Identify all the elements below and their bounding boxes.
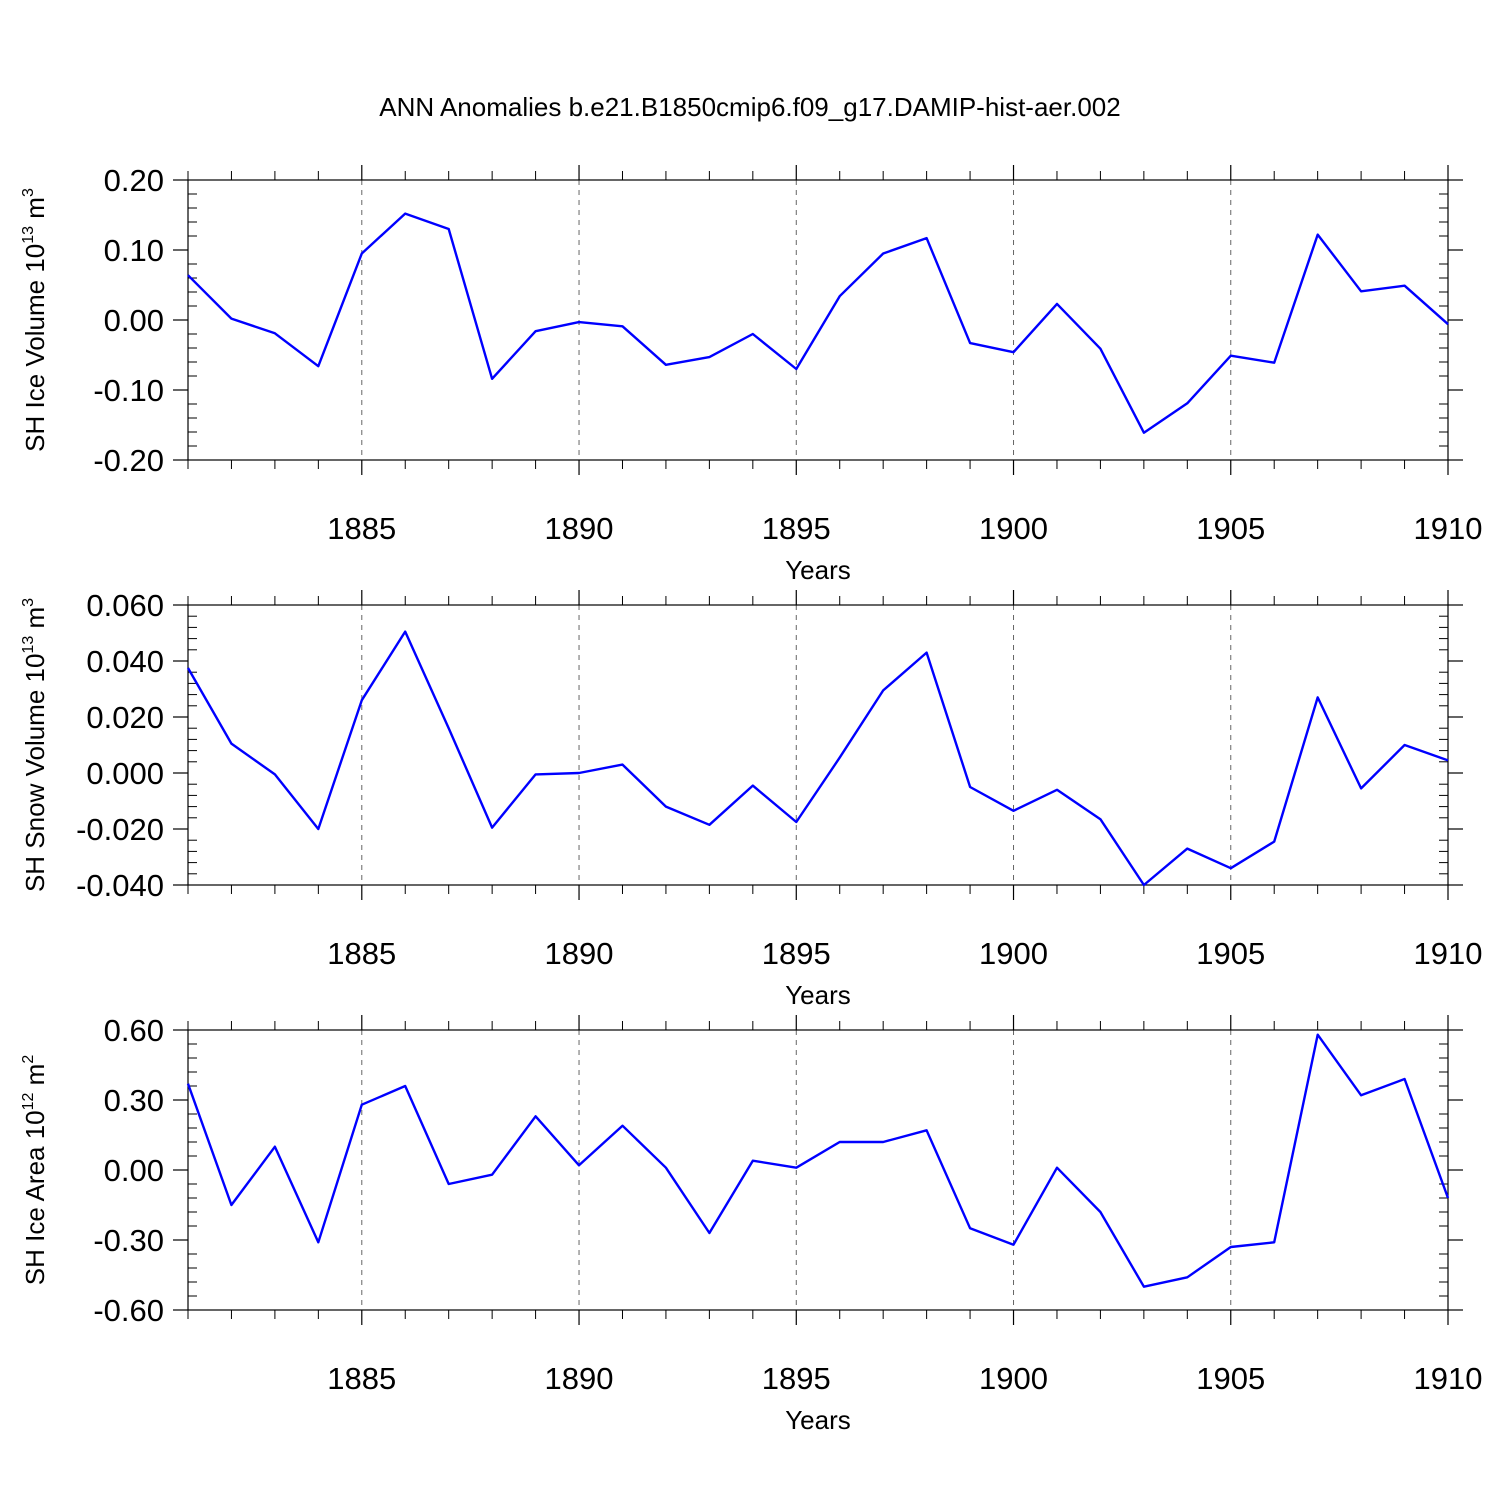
x-tick-label: 1885 [327, 1361, 396, 1396]
y-tick-label: 0.040 [86, 644, 164, 679]
x-tick-label: 1895 [762, 936, 831, 971]
x-tick-label: 1910 [1414, 936, 1483, 971]
panels: 0.20 0.10 0.00 -0.10 -0.20 1885 1890 1895 1900 19… [20, 163, 1482, 1435]
y-tick-label: -0.20 [93, 443, 164, 478]
y-axis-unit-name: m [20, 607, 50, 636]
chart-panel-3: 0.60 0.30 0.00 -0.30 -0.60 1885 1890 1895 1900 19… [20, 1013, 1482, 1435]
x-tick-label: 1895 [762, 511, 831, 546]
x-tick-label: 1905 [1196, 1361, 1265, 1396]
x-tick-label: 1905 [1196, 511, 1265, 546]
plot-frame [187, 1029, 1449, 1311]
x-tick-label: 1905 [1196, 936, 1265, 971]
y-axis-unit-exponent: 13 [20, 226, 37, 244]
y-axis-label-text: SH Ice Volume 10 [20, 244, 50, 452]
y-axis-title: SH Snow Volume 1013 m3 [20, 598, 50, 892]
chart-panel-1: 0.20 0.10 0.00 -0.10 -0.20 1885 1890 1895 1900 19… [20, 163, 1482, 585]
y-tick-label: 0.00 [104, 1153, 164, 1188]
y-axis-unit-power: 2 [20, 1055, 37, 1064]
y-axis-unit-power: 3 [20, 188, 37, 197]
chart-panel-2: 0.060 0.040 0.020 0.000 -0.020 -0.040 1885 1890… [20, 588, 1482, 1010]
x-axis-title: Years [785, 555, 851, 585]
figure-title: ANN Anomalies b.e21.B1850cmip6.f09_g17.D… [379, 92, 1120, 122]
x-tick-label: 1890 [545, 511, 614, 546]
series-line-1 [187, 212, 1449, 434]
y-tick-label: 0.30 [104, 1083, 164, 1118]
y-axis-unit-exponent: 12 [20, 1092, 37, 1110]
plot-frame [187, 179, 1449, 461]
series-line-1 [186, 1033, 1450, 1288]
y-tick-label: -0.30 [93, 1223, 164, 1258]
series-line-1 [186, 630, 1449, 887]
x-tick-label: 1890 [545, 1361, 614, 1396]
x-tick-label: 1890 [545, 936, 614, 971]
x-tick-label: 1900 [979, 511, 1048, 546]
y-tick-label: 0.020 [86, 700, 164, 735]
y-axis-label-text: SH Ice Area 10 [20, 1110, 50, 1285]
y-axis-unit-name: m [20, 1064, 50, 1093]
x-tick-label: 1900 [979, 1361, 1048, 1396]
y-axis-label-text: SH Snow Volume 10 [20, 654, 50, 892]
y-axis-unit-name: m [20, 197, 50, 226]
x-tick-label: 1895 [762, 1361, 831, 1396]
y-tick-label: -0.020 [76, 812, 164, 847]
y-tick-label: 0.60 [104, 1013, 164, 1048]
x-tick-label: 1885 [327, 511, 396, 546]
x-tick-label: 1885 [327, 936, 396, 971]
y-axis-title: SH Ice Area 1012 m2 [20, 1055, 50, 1286]
x-tick-label: 1910 [1414, 1361, 1483, 1396]
y-tick-label: 0.000 [86, 756, 164, 791]
plot-frame [187, 604, 1449, 886]
y-tick-label: -0.60 [93, 1293, 164, 1328]
y-tick-label: 0.10 [104, 233, 164, 268]
y-tick-label: 0.20 [104, 163, 164, 198]
y-axis-unit-exponent: 13 [20, 636, 37, 654]
y-tick-label: -0.10 [93, 373, 164, 408]
x-tick-label: 1900 [979, 936, 1048, 971]
y-tick-label: -0.040 [76, 868, 164, 903]
y-tick-label: 0.060 [86, 588, 164, 623]
y-axis-title: SH Ice Volume 1013 m3 [20, 188, 50, 452]
y-tick-label: 0.00 [104, 303, 164, 338]
x-axis-title: Years [785, 1405, 851, 1435]
x-tick-label: 1910 [1414, 511, 1483, 546]
y-axis-unit-power: 3 [20, 598, 37, 607]
x-axis-title: Years [785, 980, 851, 1010]
